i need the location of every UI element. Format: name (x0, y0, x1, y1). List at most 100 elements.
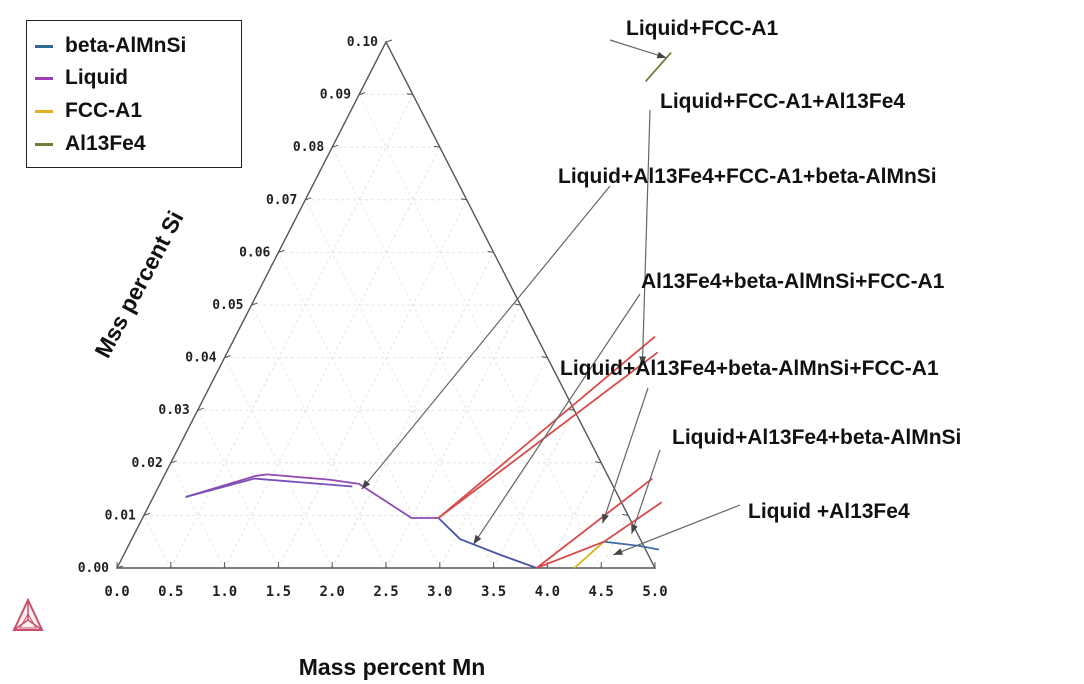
annotation-leader (631, 449, 661, 535)
series-line (603, 501, 663, 543)
series-line (437, 517, 537, 569)
annotation-leader (613, 504, 741, 556)
y-tick (332, 144, 339, 148)
x-tick-label: 3.0 (427, 584, 452, 600)
grid-line-al (304, 199, 494, 569)
series-line (536, 477, 653, 569)
series-line (644, 51, 672, 83)
grid-line-al (143, 515, 172, 569)
x-tick-label: 4.0 (535, 584, 560, 600)
series-line (603, 540, 660, 551)
x-tick-label: 2.5 (373, 584, 398, 600)
thermo-calc-logo-icon (12, 597, 44, 631)
y-tick (358, 92, 366, 96)
arrowhead (602, 513, 609, 524)
right-tick (514, 303, 521, 306)
annotation-label: Liquid+Al13Fe4+beta-AlMnSi (672, 426, 961, 449)
annotation-label: Liquid +Al13Fe4 (748, 500, 910, 523)
y-tick (305, 197, 312, 201)
grid-line-mn (493, 410, 575, 569)
grid-line-mn (278, 199, 468, 569)
legend-item-fcc-a1: FCC-A1 (35, 96, 142, 126)
annotation-leaders (361, 39, 741, 556)
grid-line-mn (170, 94, 414, 569)
x-tick-label: 0.5 (158, 584, 183, 600)
series-line (536, 540, 605, 569)
x-tick-label: 0.0 (104, 584, 129, 600)
y-tick-label: 0.05 (212, 298, 243, 313)
series-lines (185, 51, 672, 569)
y-tick-label: 0.04 (185, 351, 216, 366)
y-tick-label: 0.01 (105, 508, 136, 523)
grid-line-al (331, 147, 548, 569)
annotation-leader (609, 39, 667, 59)
y-tick (251, 302, 258, 306)
right-tick (433, 145, 440, 148)
legend-swatch (35, 44, 53, 48)
y-tick (197, 407, 204, 411)
right-tick (406, 93, 413, 96)
annotation-label: Liquid+FCC-A1+Al13Fe4 (660, 90, 905, 113)
y-tick-label: 0.00 (78, 561, 109, 576)
legend-label: Liquid (65, 66, 128, 89)
right-tick (487, 250, 494, 253)
y-tick (170, 460, 177, 464)
y-tick (143, 512, 151, 516)
annotation-leader (641, 109, 651, 366)
x-tick-label: 3.5 (481, 584, 506, 600)
series-line (185, 473, 439, 519)
series-line (437, 351, 659, 519)
y-tick-labels: 0.00 0.01 0.02 0.03 0.04 0.05 0.06 0.07 0.08 0.09… (78, 35, 378, 576)
arrowhead (631, 524, 638, 534)
grid-line-al (251, 304, 387, 569)
arrowhead (361, 479, 371, 490)
annotation-label: Liquid+Al13Fe4+FCC-A1+beta-AlMnSi (558, 165, 937, 188)
right-tick (541, 356, 548, 359)
grid-line-al (278, 252, 441, 569)
legend-label: Al13Fe4 (65, 132, 146, 155)
arrowhead (656, 51, 667, 59)
series-line (573, 541, 605, 569)
grid-line-mn (385, 304, 521, 569)
arrowhead (473, 534, 482, 545)
x-tick-label: 5.0 (642, 584, 667, 600)
series-line (185, 477, 353, 498)
y-tick-label: 0.08 (293, 140, 324, 155)
right-tick (622, 513, 629, 516)
annotation-labels: Liquid+FCC-A1 Liquid+FCC-A1+Al13Fe4 Liquid… (558, 17, 961, 523)
right-tick (460, 198, 467, 201)
y-tick (224, 355, 231, 359)
right-tick (595, 461, 602, 464)
arrowhead (639, 356, 647, 366)
legend-swatch (35, 76, 53, 80)
x-tick-label: 4.5 (589, 584, 614, 600)
x-tick-labels: 0.0 0.5 1.0 1.5 2.0 2.5 3.0 3.5 4.0 4.5 5.0 (104, 584, 667, 600)
annotation-leader (472, 293, 641, 545)
y-tick-label: 0.06 (239, 245, 270, 260)
legend: beta-AlMnSi Liquid FCC-A1 Al13Fe4 (26, 20, 242, 168)
annotation-leader (361, 185, 611, 490)
y-tick-label: 0.02 (131, 456, 162, 471)
y-tick-label: 0.03 (158, 403, 189, 418)
y-tick-label: 0.09 (320, 88, 351, 103)
annotation-leader (601, 387, 649, 524)
y-tick (116, 565, 124, 569)
grid-line-mn (547, 462, 602, 569)
y-axis-title: Mss percent Si (89, 206, 188, 362)
legend-label: FCC-A1 (65, 99, 142, 122)
legend-item-liquid: Liquid (35, 63, 128, 93)
y-tick (278, 249, 285, 253)
legend-item-beta-almnsi: beta-AlMnSi (35, 31, 186, 61)
grid-line-mn (600, 515, 629, 569)
legend-item-al13fe4: Al13Fe4 (35, 129, 146, 159)
y-tick-label: 0.10 (347, 35, 378, 50)
legend-label: beta-AlMnSi (65, 34, 187, 57)
grid-line-al (358, 94, 602, 569)
x-tick-label: 1.5 (266, 584, 291, 600)
x-axis-title: Mass percent Mn (299, 654, 486, 680)
annotation-label: Al13Fe4+beta-AlMnSi+FCC-A1 (641, 270, 945, 293)
y-tick (385, 39, 393, 43)
grid-lines (143, 94, 629, 569)
x-tick-label: 2.0 (320, 584, 345, 600)
